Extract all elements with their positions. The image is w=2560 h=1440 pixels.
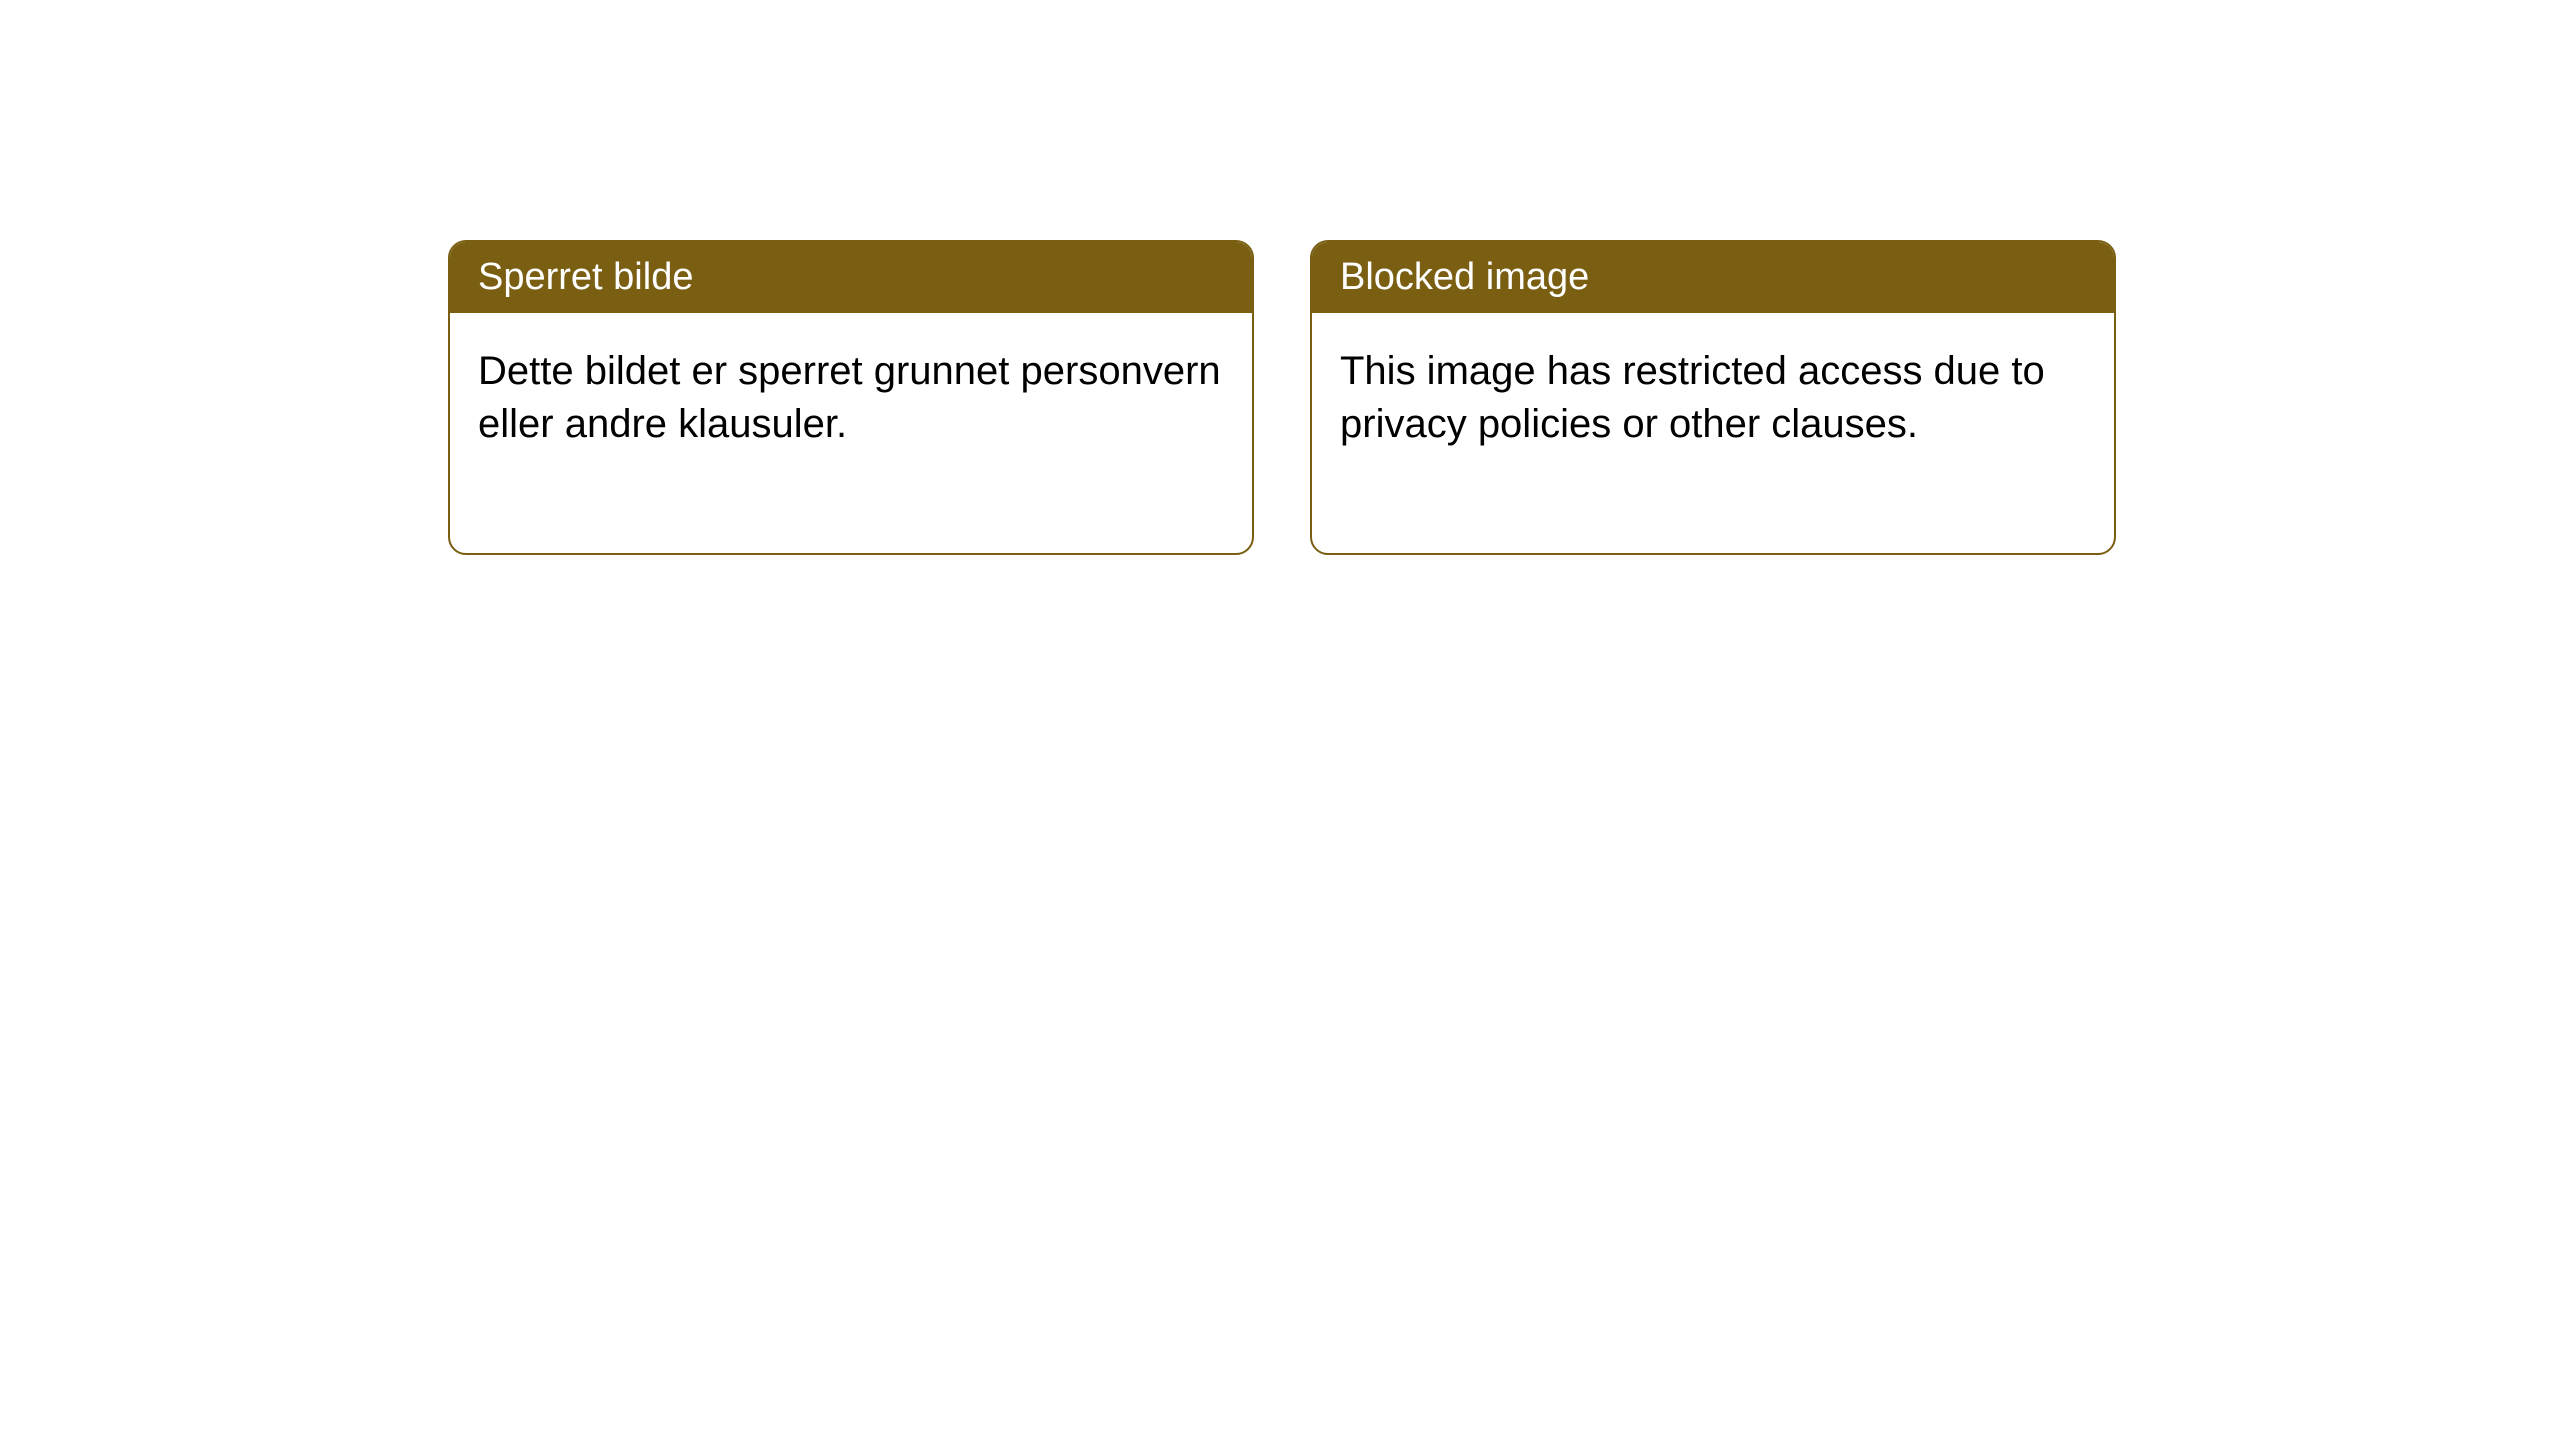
notice-card-body: This image has restricted access due to … [1312,313,2114,553]
notice-card-title: Sperret bilde [450,242,1252,313]
notice-card-title: Blocked image [1312,242,2114,313]
notice-card-norwegian: Sperret bilde Dette bildet er sperret gr… [448,240,1254,555]
notice-card-english: Blocked image This image has restricted … [1310,240,2116,555]
notice-cards-container: Sperret bilde Dette bildet er sperret gr… [448,240,2116,555]
notice-card-body: Dette bildet er sperret grunnet personve… [450,313,1252,553]
